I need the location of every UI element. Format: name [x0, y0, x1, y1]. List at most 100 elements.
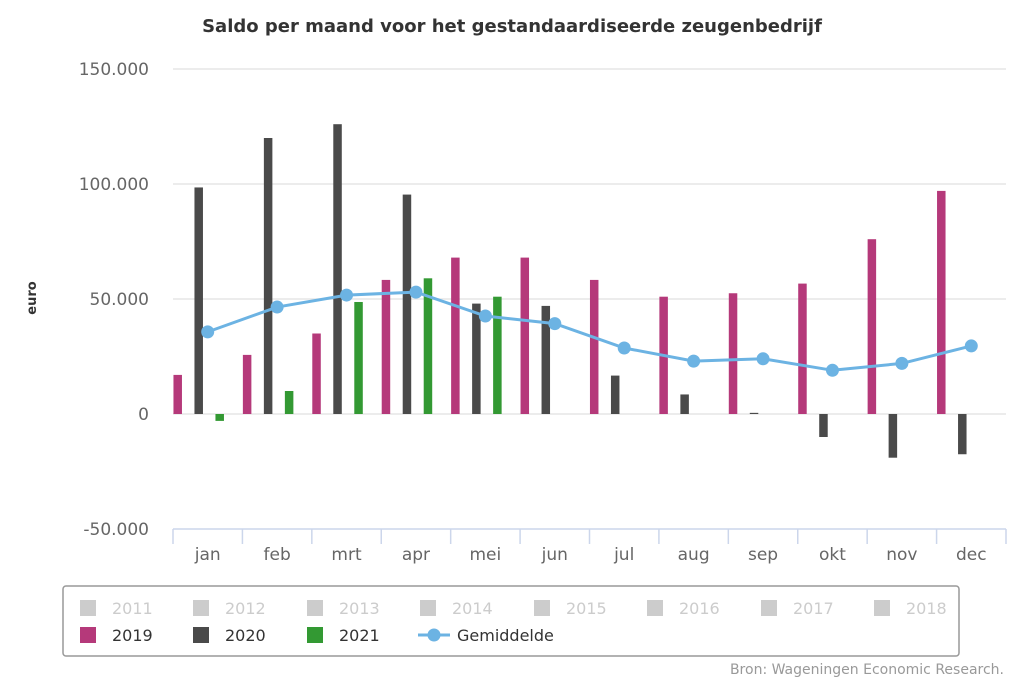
legend-swatch-icon — [307, 600, 323, 616]
average-point-nov — [895, 356, 909, 370]
bar-2019-mrt — [312, 333, 321, 414]
legend-swatch-icon — [420, 600, 436, 616]
y-axis-label: euro — [25, 281, 40, 314]
bar-2021-apr — [423, 278, 433, 414]
bar-2019-sep — [728, 293, 738, 414]
legend-item-2020[interactable]: 2020 — [193, 626, 266, 645]
legend-swatch-icon — [874, 600, 890, 616]
legend-swatch-icon — [761, 600, 777, 616]
average-line-path — [207, 290, 972, 372]
average-point-aug — [687, 354, 701, 368]
legend-item-2015[interactable]: 2015 — [534, 599, 607, 618]
y-tick-label: 150.000 — [79, 60, 149, 80]
legend-item-2018[interactable]: 2018 — [874, 599, 947, 618]
legend-item-2019[interactable]: 2019 — [80, 626, 153, 645]
bar-2020-mei — [472, 303, 481, 414]
bar-2020-dec — [958, 414, 967, 455]
bar-2019-apr — [381, 279, 391, 414]
bar-2020-nov — [888, 414, 898, 458]
x-axis: jan feb mrt apr mei jun jul aug sep okt nov dec — [172, 528, 1007, 565]
bar-2019-jul — [589, 279, 599, 414]
legend-item-2011[interactable]: 2011 — [80, 599, 153, 618]
x-tick-label: aug — [678, 545, 710, 565]
x-tick-label: jan — [194, 545, 221, 565]
average-point-jun — [548, 317, 562, 331]
x-tick-label: jul — [613, 545, 634, 565]
y-tick-label: 0 — [138, 405, 149, 425]
bar-2020-jun — [541, 305, 551, 414]
x-tick-label: apr — [402, 545, 430, 565]
x-tick-label: dec — [956, 545, 987, 565]
legend-label: 2019 — [112, 626, 153, 645]
average-point-jan — [201, 325, 215, 339]
average-point-feb — [270, 300, 284, 314]
legend-label: 2011 — [112, 599, 153, 618]
legend-swatch-icon — [80, 600, 96, 616]
average-point-sep — [756, 352, 770, 366]
bar-2021-mrt — [354, 301, 363, 414]
x-tick-label: mei — [470, 545, 502, 565]
bar-2021-feb — [284, 391, 294, 414]
bar-2019-jan — [173, 374, 182, 414]
y-tick-label: 100.000 — [79, 175, 149, 195]
legend-label: 2017 — [793, 599, 834, 618]
average-point-mei — [478, 309, 492, 323]
legend-item-gemiddelde[interactable]: Gemiddelde — [418, 626, 554, 645]
bar-2020-okt — [819, 414, 828, 437]
bar-2021-mei — [493, 296, 502, 414]
legend-label: 2012 — [225, 599, 266, 618]
legend-item-2017[interactable]: 2017 — [761, 599, 834, 618]
legend-marker-icon — [427, 628, 441, 642]
bar-2020-apr — [402, 194, 412, 414]
average-point-okt — [825, 363, 839, 377]
average-point-dec — [964, 339, 978, 353]
y-tick-label: 50.000 — [90, 290, 149, 310]
legend-swatch-icon — [80, 627, 96, 643]
average-line — [201, 285, 978, 377]
x-tick-label: nov — [886, 545, 917, 565]
average-point-jul — [617, 341, 631, 355]
legend-label: 2014 — [452, 599, 493, 618]
legend-label: 2021 — [339, 626, 380, 645]
y-axis-ticks: 150.000 100.000 50.000 0 -50.000 — [79, 60, 149, 540]
bar-2020-feb — [263, 138, 273, 414]
legend-item-2016[interactable]: 2016 — [647, 599, 720, 618]
x-tick-label: okt — [819, 545, 846, 565]
bar-2019-okt — [798, 283, 807, 414]
legend: 2011 2012 2013 2014 2015 2016 2017 2018 2019 2020… — [62, 585, 960, 657]
x-tick-label: jun — [541, 545, 568, 565]
legend-label: 2016 — [679, 599, 720, 618]
bar-2020-sep — [749, 412, 759, 414]
bar-2020-jan — [194, 187, 203, 414]
legend-item-2014[interactable]: 2014 — [420, 599, 493, 618]
bar-2020-jul — [610, 375, 620, 414]
legend-item-2021[interactable]: 2021 — [307, 626, 380, 645]
x-tick-label: mrt — [331, 545, 362, 565]
bars — [173, 124, 967, 458]
y-tick-label: -50.000 — [83, 520, 149, 540]
bar-2019-mei — [451, 257, 460, 414]
bar-2020-aug — [680, 394, 689, 414]
x-tick-label: feb — [264, 545, 291, 565]
legend-label: Gemiddelde — [457, 626, 554, 645]
legend-swatch-icon — [307, 627, 323, 643]
legend-label: 2018 — [906, 599, 947, 618]
bar-2019-jun — [520, 257, 530, 414]
chart-title: Saldo per maand voor het gestandaardisee… — [202, 16, 822, 37]
legend-swatch-icon — [534, 600, 550, 616]
legend-label: 2015 — [566, 599, 607, 618]
legend-item-2013[interactable]: 2013 — [307, 599, 380, 618]
legend-box — [62, 585, 960, 657]
average-point-apr — [409, 285, 423, 299]
bar-2021-jan — [215, 414, 224, 421]
bar-2020-mrt — [333, 124, 342, 414]
legend-swatch-icon — [193, 600, 209, 616]
credits[interactable]: Bron: Wageningen Economic Research. — [730, 662, 1004, 678]
average-point-mrt — [340, 288, 354, 302]
x-tick-label: sep — [748, 545, 778, 565]
legend-swatch-icon — [193, 627, 209, 643]
legend-label: 2013 — [339, 599, 380, 618]
legend-item-2012[interactable]: 2012 — [193, 599, 266, 618]
gridlines — [173, 68, 1006, 415]
